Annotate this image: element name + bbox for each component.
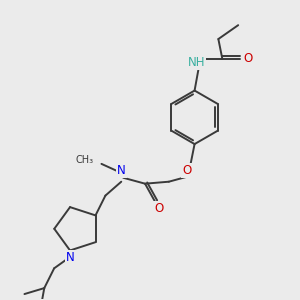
Text: O: O	[154, 202, 164, 215]
Text: NH: NH	[188, 56, 205, 69]
Text: CH₃: CH₃	[75, 155, 94, 165]
Text: O: O	[182, 164, 191, 177]
Text: O: O	[244, 52, 253, 65]
Text: N: N	[117, 164, 126, 177]
Text: N: N	[66, 251, 74, 264]
